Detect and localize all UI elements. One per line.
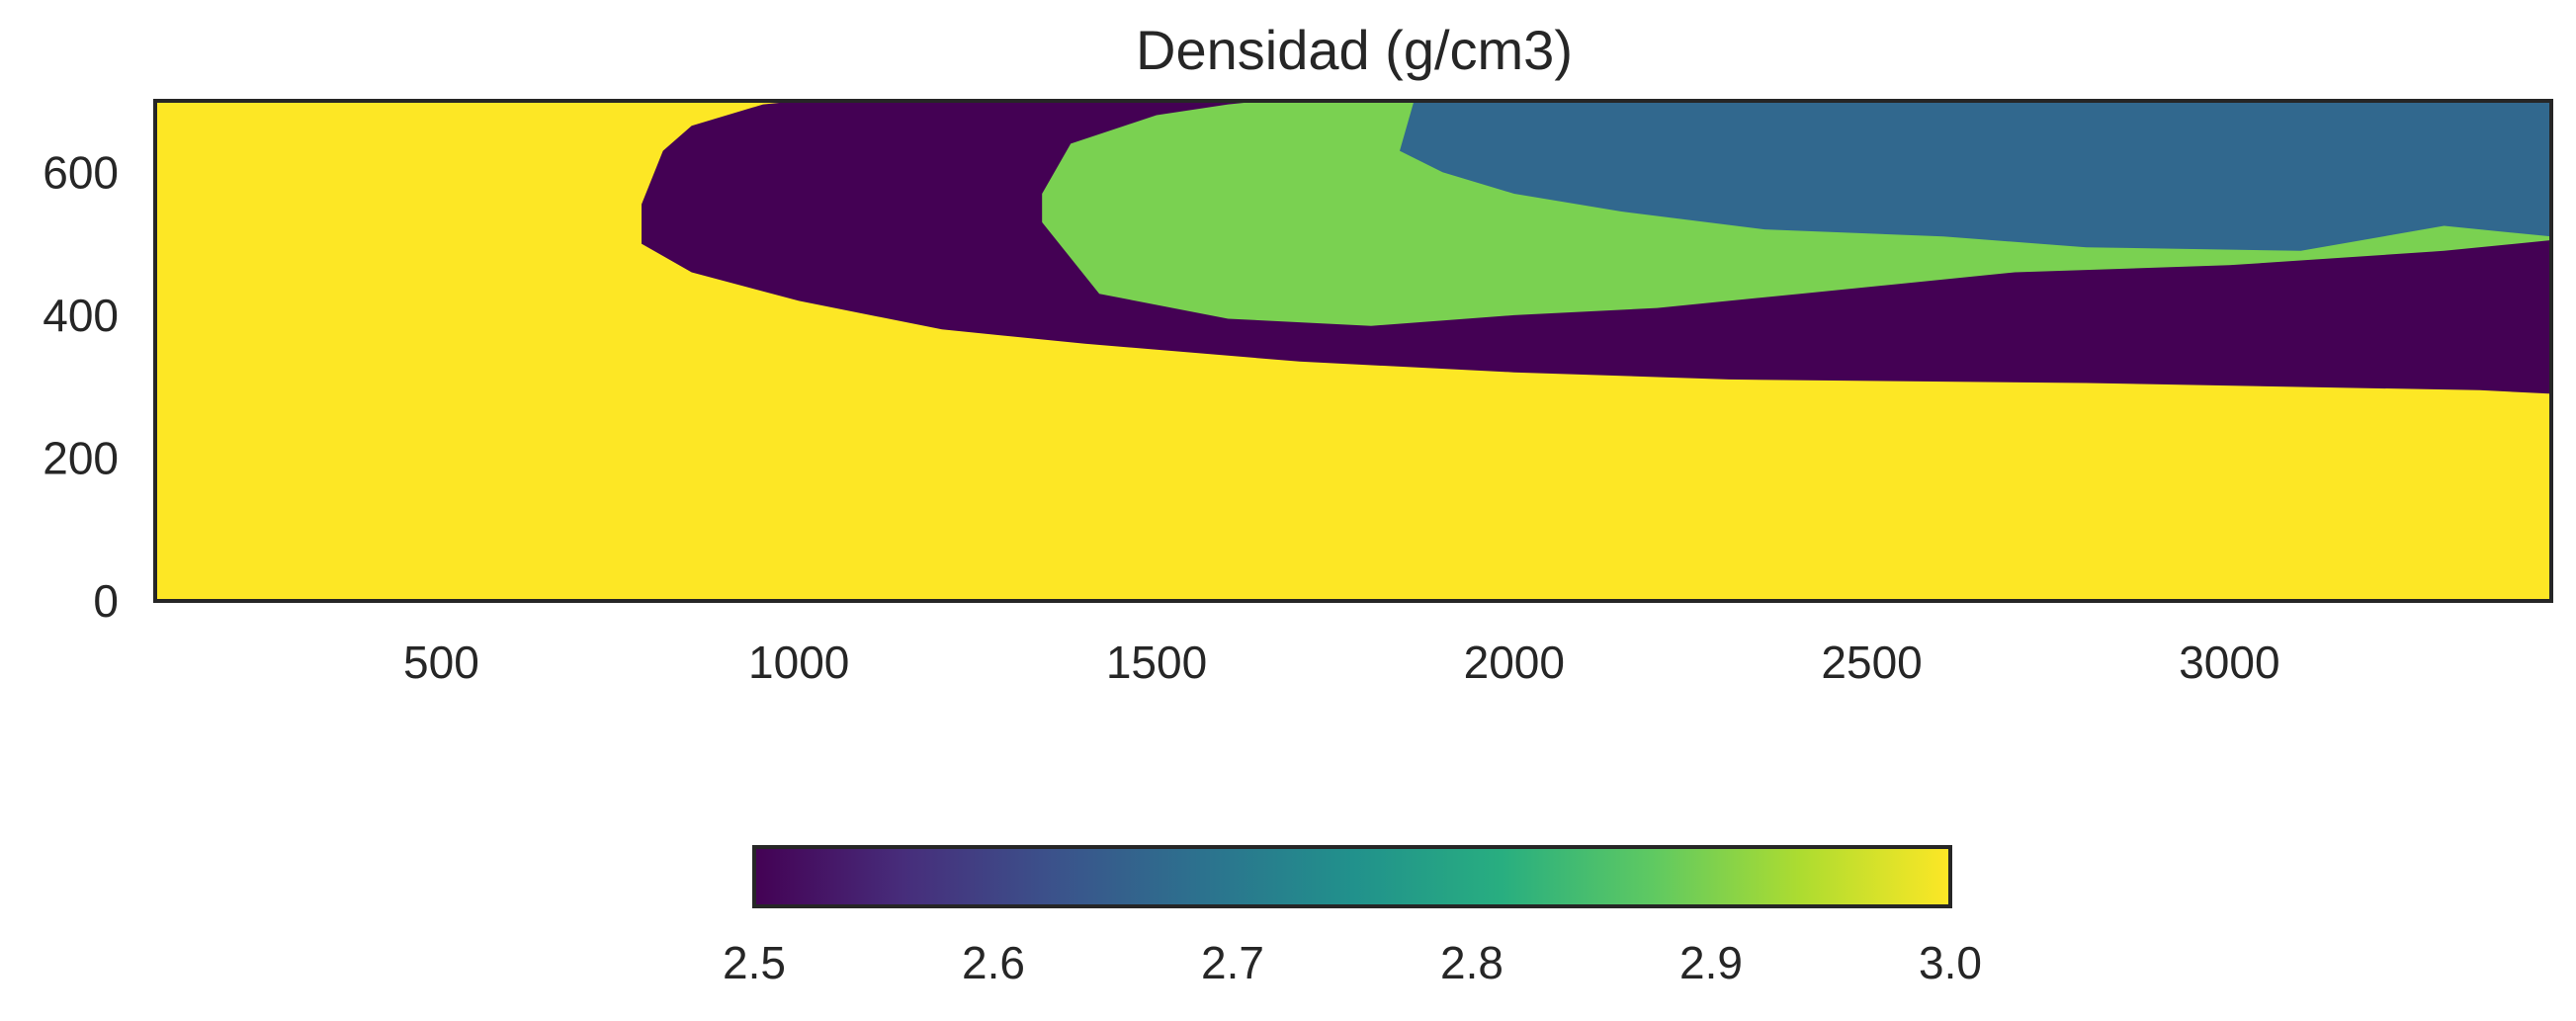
colorbar-ticks: 2.5 2.6 2.7 2.8 2.9 3.0 (723, 937, 1982, 988)
colorbar-tick-label: 2.5 (723, 937, 786, 988)
colorbar (752, 845, 1952, 908)
x-tick-label: 3000 (2179, 637, 2279, 688)
plot-area (155, 101, 2551, 601)
x-axis-ticks: 500 1000 1500 2000 2500 3000 (403, 637, 2280, 688)
colorbar-tick-label: 2.9 (1679, 937, 1743, 988)
y-tick-label: 0 (93, 575, 119, 627)
colorbar-tick-label: 3.0 (1919, 937, 1982, 988)
x-tick-label: 1500 (1106, 637, 1207, 688)
plot-frame (153, 99, 2553, 603)
colorbar-tick-label: 2.6 (962, 937, 1025, 988)
x-tick-label: 2000 (1464, 637, 1565, 688)
colorbar-tick-label: 2.8 (1440, 937, 1503, 988)
region-3-2.65 (1400, 101, 2551, 251)
chart-title: Densidad (g/cm3) (1136, 19, 1573, 81)
x-tick-label: 1000 (748, 637, 849, 688)
y-tick-label: 600 (43, 146, 119, 198)
y-tick-label: 200 (43, 432, 119, 483)
x-tick-label: 500 (403, 637, 479, 688)
colorbar-tick-label: 2.7 (1201, 937, 1264, 988)
y-tick-label: 400 (43, 290, 119, 341)
y-axis-ticks: 0 200 400 600 (43, 146, 119, 627)
x-tick-label: 2500 (1821, 637, 1922, 688)
